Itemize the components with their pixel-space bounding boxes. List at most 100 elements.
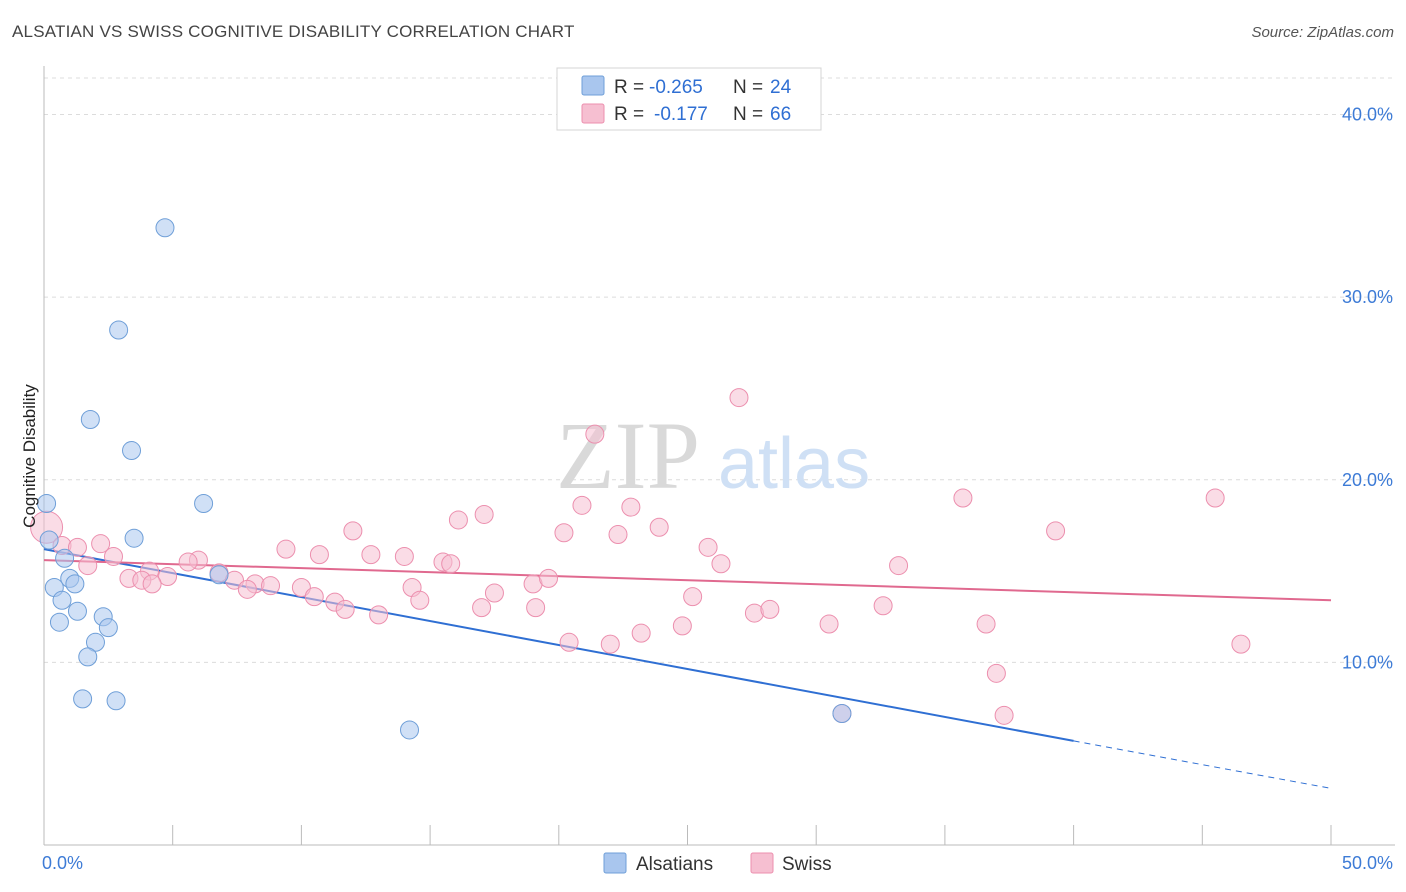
swiss-point (554, 523, 574, 543)
alsatians-point (80, 409, 100, 429)
swiss-point (158, 567, 178, 587)
swiss-point (608, 525, 628, 545)
swiss-point (394, 546, 414, 566)
swiss-point (67, 537, 87, 557)
y-tick-label: 10.0% (1342, 652, 1393, 672)
alsatians-point (400, 720, 420, 740)
swiss-swatch (581, 103, 605, 124)
swiss-r-value: -0.177 (654, 104, 708, 125)
legend-swiss-swatch (750, 852, 774, 874)
swiss-point (369, 605, 389, 625)
swiss-point (484, 583, 504, 603)
stats-legend: R = -0.265 N = 24 R = -0.177 N = 66 (556, 67, 822, 131)
swiss-point (335, 599, 355, 619)
alsatians-trend-extension (1073, 740, 1332, 789)
alsatians-n-label: N = (733, 77, 763, 98)
swiss-point (361, 545, 381, 565)
alsatians-point (122, 441, 142, 461)
alsatians-point (39, 530, 59, 550)
alsatians-point (155, 218, 175, 238)
swiss-point (91, 534, 111, 554)
swiss-point (304, 587, 324, 607)
swiss-point (103, 546, 123, 566)
swiss-point (889, 556, 909, 576)
swiss-point (1231, 634, 1251, 654)
swiss-point (729, 388, 749, 408)
y-axis-title: Cognitive Disability (20, 384, 39, 528)
alsatians-point (832, 704, 852, 724)
swiss-point (559, 632, 579, 652)
legend-alsatians-swatch (603, 852, 627, 874)
swiss-point (539, 568, 559, 588)
swiss-point (526, 598, 546, 618)
alsatians-point (67, 601, 87, 621)
legend-alsatians-label: Alsatians (636, 854, 713, 875)
swiss-point (474, 504, 494, 524)
alsatians-point (37, 494, 57, 514)
alsatians-point (73, 689, 93, 709)
swiss-point (472, 598, 492, 618)
grid-lines (44, 77, 1395, 663)
series-legend: Alsatians Swiss (603, 852, 832, 875)
alsatians-point (65, 574, 85, 594)
swiss-point (585, 424, 605, 444)
axes (43, 66, 1395, 846)
swiss-point (291, 578, 311, 598)
swiss-point (672, 616, 692, 636)
swiss-point (873, 596, 893, 616)
swiss-point (410, 590, 430, 610)
alsatians-point (124, 528, 144, 548)
swiss-point (976, 614, 996, 634)
swiss-point (649, 517, 669, 537)
legend-swiss-label: Swiss (782, 854, 832, 875)
swiss-point (572, 495, 592, 515)
alsatians-swatch (581, 75, 605, 96)
swiss-point (760, 599, 780, 619)
swiss-point (621, 497, 641, 517)
alsatians-point (194, 494, 214, 514)
swiss-trend-line (43, 559, 1332, 602)
y-tick-label: 20.0% (1342, 470, 1393, 490)
swiss-point (261, 576, 281, 596)
swiss-point (953, 488, 973, 508)
swiss-r-label: R = (614, 104, 644, 125)
watermark-atlas: atlas (718, 424, 870, 504)
alsatians-point (49, 612, 69, 632)
swiss-point (441, 554, 461, 574)
alsatians-n-value: 24 (770, 77, 792, 98)
swiss-point (178, 552, 198, 572)
data-points (30, 218, 1251, 740)
swiss-point (600, 634, 620, 654)
swiss-point (1046, 521, 1066, 541)
swiss-point (309, 545, 329, 565)
alsatians-point (109, 320, 129, 340)
swiss-point (631, 623, 651, 643)
y-tick-label: 30.0% (1342, 287, 1393, 307)
swiss-point (744, 603, 764, 623)
swiss-point (986, 663, 1006, 683)
y-tick-label: 40.0% (1342, 105, 1393, 125)
swiss-point (237, 579, 257, 599)
alsatians-point (78, 647, 98, 667)
swiss-point (683, 587, 703, 607)
swiss-point (698, 537, 718, 557)
source-label: Source: ZipAtlas.com (1251, 24, 1394, 41)
swiss-point (142, 574, 162, 594)
swiss-n-label: N = (733, 104, 763, 125)
swiss-point (1205, 488, 1225, 508)
alsatians-point (85, 632, 105, 652)
swiss-point (276, 539, 296, 559)
alsatians-r-label: R = (614, 77, 644, 98)
swiss-point (711, 554, 731, 574)
watermark-zip: ZIP (556, 402, 700, 509)
alsatians-point (106, 691, 126, 711)
alsatians-point (209, 565, 229, 585)
swiss-point (78, 556, 98, 576)
swiss-point (994, 705, 1014, 725)
x-tick-label: 50.0% (1342, 853, 1393, 873)
alsatians-r-value: -0.265 (649, 77, 703, 98)
x-tick-label: 0.0% (42, 853, 83, 873)
alsatians-point (55, 548, 75, 568)
swiss-point (448, 510, 468, 530)
